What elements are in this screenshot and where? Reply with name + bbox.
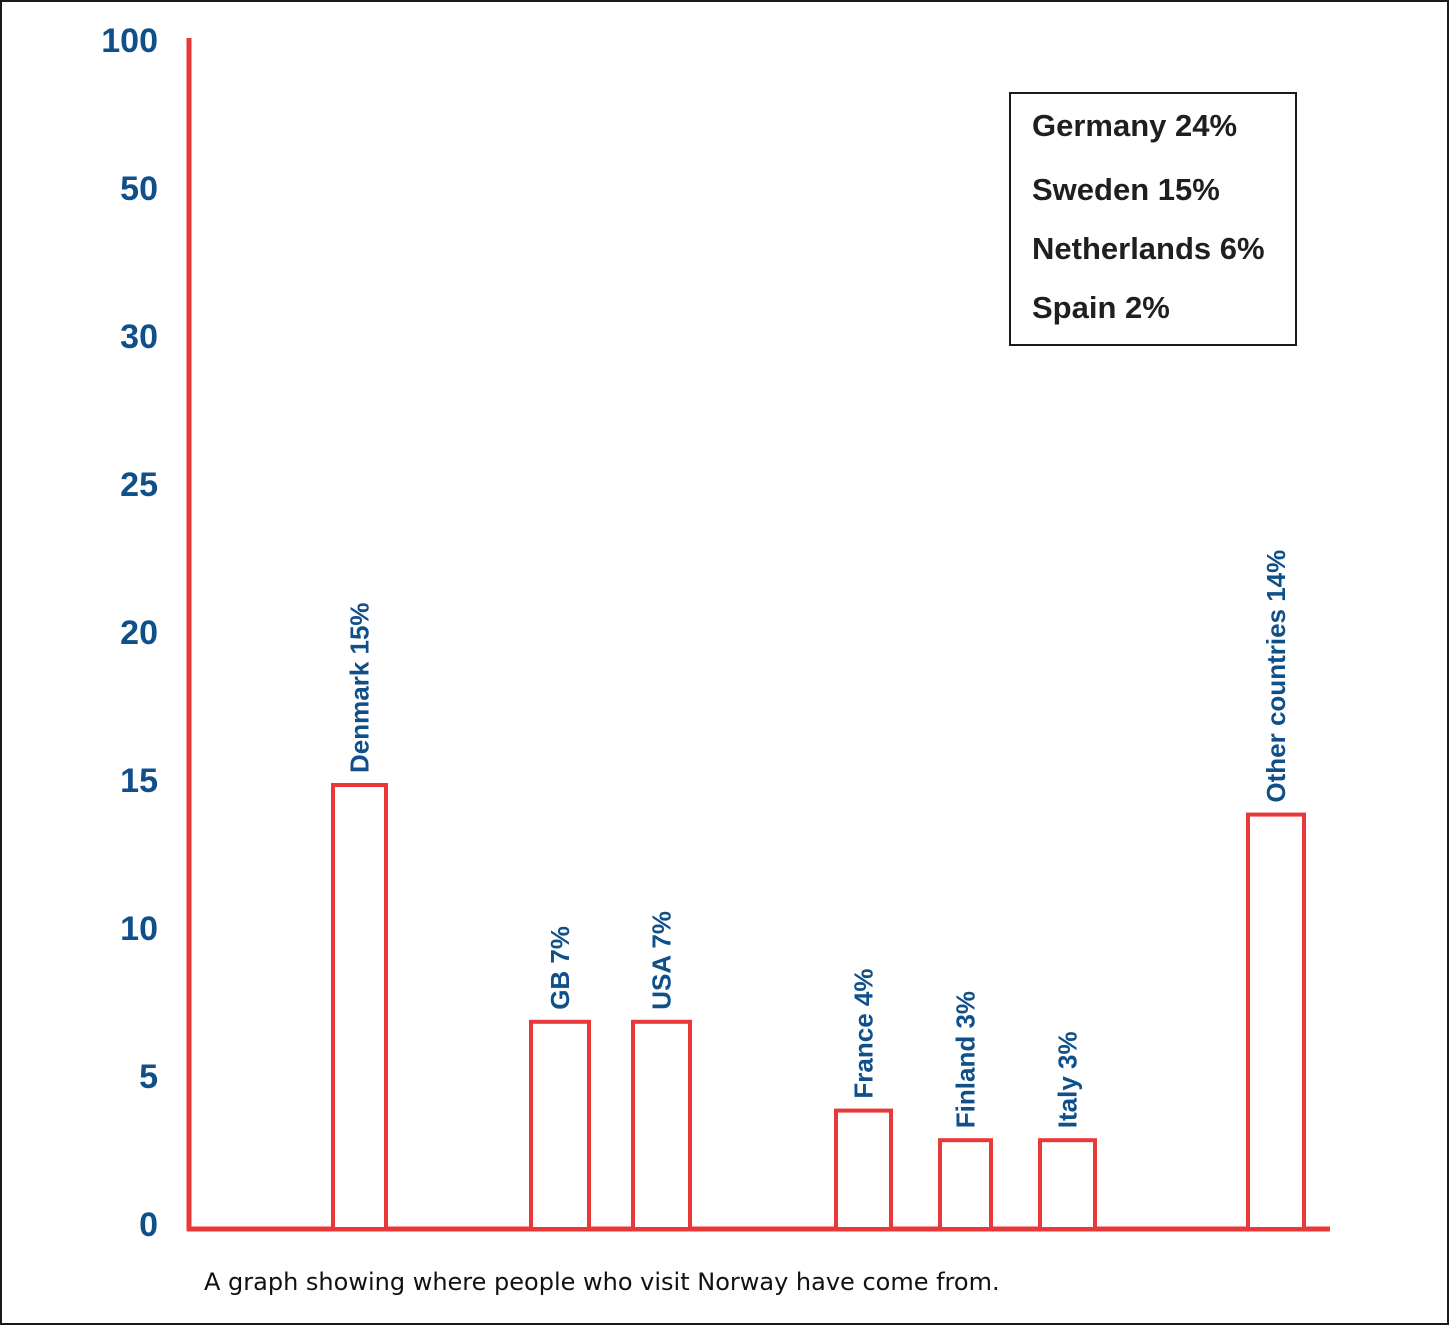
bar-label: Italy 3% [1053, 1031, 1083, 1128]
chart-caption: A graph showing where people who visit N… [204, 1268, 1000, 1296]
bar [631, 1019, 692, 1231]
bar [331, 783, 388, 1231]
legend-box [1009, 92, 1297, 346]
y-tick-label: 50 [120, 170, 158, 208]
bar [1246, 812, 1306, 1231]
y-tick-label: 10 [120, 910, 158, 948]
bar-label: Finland 3% [951, 991, 981, 1128]
bar-labels: Denmark 15% GB 7% USA 7% France 4% Finland 3… [345, 550, 1292, 1128]
bar [529, 1019, 591, 1231]
bar-label: Denmark 15% [345, 602, 375, 773]
y-tick-label: 15 [120, 762, 158, 800]
bar-label: Other countries 14% [1261, 550, 1291, 803]
y-tick-label: 20 [120, 614, 158, 652]
y-tick-label: 100 [101, 22, 158, 60]
bar-label: GB 7% [545, 926, 575, 1010]
legend-entry: Germany 24% [1032, 108, 1237, 143]
bar [938, 1138, 993, 1231]
bar-label: USA 7% [647, 911, 677, 1010]
legend-entry: Netherlands 6% [1032, 231, 1265, 266]
legend: Germany 24% Sweden 15% Netherlands 6% Spain… [1009, 92, 1297, 346]
legend-entry: Spain 2% [1032, 290, 1170, 325]
bar [1038, 1138, 1097, 1231]
legend-entry: Sweden 15% [1032, 172, 1220, 207]
y-tick-label: 0 [139, 1206, 158, 1244]
bar [834, 1108, 893, 1231]
y-tick-label: 25 [120, 466, 158, 504]
y-tick-label: 5 [139, 1058, 158, 1096]
bar-label: France 4% [849, 969, 879, 1099]
bars [331, 783, 1306, 1231]
y-tick-label: 30 [120, 318, 158, 356]
